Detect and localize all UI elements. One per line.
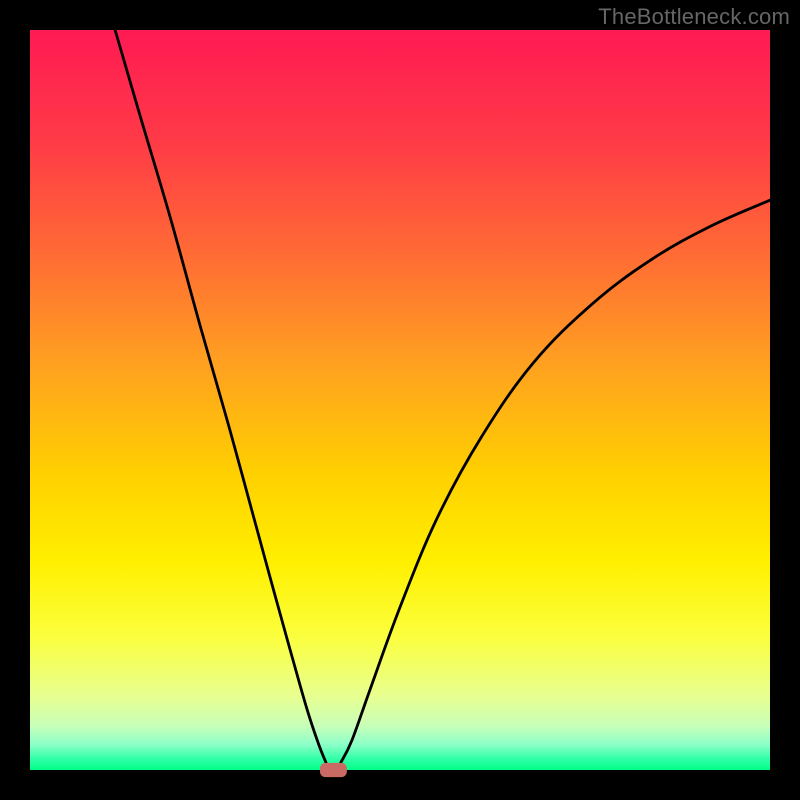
chart-container: TheBottleneck.com: [0, 0, 800, 800]
minimum-marker: [320, 763, 346, 776]
watermark-text: TheBottleneck.com: [598, 4, 790, 30]
bottleneck-chart: [0, 0, 800, 800]
plot-gradient-background: [30, 30, 770, 770]
